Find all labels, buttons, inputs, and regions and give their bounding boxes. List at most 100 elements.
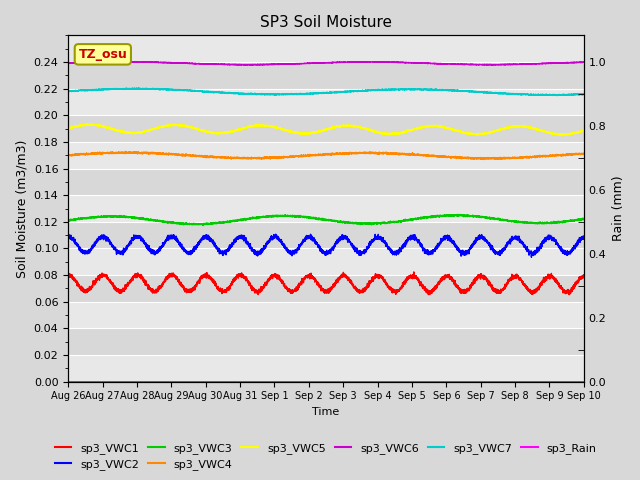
- sp3_VWC2: [471, 238, 479, 243]
- sp3_VWC4: [307, 152, 314, 158]
- Title: SP3 Soil Moisture: SP3 Soil Moisture: [260, 15, 392, 30]
- Bar: [68, 222, 584, 249]
- sp3_VWC5: [83, 120, 91, 126]
- Text: TZ_osu: TZ_osu: [79, 48, 127, 61]
- sp3_VWC3: [471, 213, 479, 219]
- Bar: [68, 89, 584, 115]
- sp3_VWC6: [307, 60, 314, 66]
- sp3_VWC1: [157, 285, 164, 290]
- Line: sp3_VWC1: sp3_VWC1: [68, 272, 584, 295]
- sp3_VWC5: [579, 127, 587, 133]
- sp3_VWC1: [413, 276, 420, 282]
- Bar: [68, 328, 584, 355]
- sp3_VWC2: [442, 235, 449, 241]
- Bar: [68, 195, 584, 222]
- sp3_Rain: [470, 379, 478, 384]
- sp3_VWC1: [579, 272, 587, 278]
- sp3_Rain: [64, 379, 72, 384]
- sp3_VWC5: [580, 128, 588, 134]
- sp3_VWC3: [157, 217, 164, 223]
- sp3_VWC7: [553, 93, 561, 98]
- sp3_VWC3: [199, 223, 207, 228]
- sp3_VWC4: [579, 151, 587, 157]
- sp3_VWC1: [307, 274, 314, 279]
- sp3_VWC6: [64, 60, 72, 66]
- sp3_Rain: [413, 379, 420, 384]
- sp3_VWC2: [64, 234, 72, 240]
- Bar: [68, 115, 584, 142]
- Bar: [68, 302, 584, 328]
- sp3_VWC7: [471, 89, 479, 95]
- sp3_VWC5: [442, 125, 449, 131]
- sp3_VWC4: [480, 156, 488, 162]
- sp3_VWC6: [442, 61, 449, 67]
- Line: sp3_VWC6: sp3_VWC6: [68, 61, 584, 65]
- sp3_Rain: [580, 379, 588, 384]
- sp3_Rain: [442, 379, 449, 384]
- sp3_VWC5: [471, 131, 479, 137]
- sp3_VWC6: [413, 60, 420, 66]
- sp3_VWC1: [64, 272, 72, 277]
- sp3_VWC2: [157, 244, 164, 250]
- sp3_VWC3: [580, 216, 588, 222]
- Line: sp3_VWC7: sp3_VWC7: [68, 88, 584, 96]
- sp3_Rain: [307, 379, 314, 384]
- sp3_VWC4: [580, 151, 588, 157]
- sp3_VWC4: [471, 155, 479, 161]
- sp3_VWC1: [442, 274, 449, 280]
- sp3_VWC6: [580, 60, 588, 65]
- sp3_VWC6: [483, 62, 490, 68]
- sp3_VWC2: [307, 231, 314, 237]
- sp3_VWC4: [157, 150, 164, 156]
- Bar: [68, 168, 584, 195]
- sp3_VWC3: [64, 217, 72, 223]
- Line: sp3_VWC2: sp3_VWC2: [68, 234, 584, 257]
- Bar: [68, 249, 584, 275]
- sp3_VWC7: [413, 86, 420, 92]
- sp3_VWC7: [134, 85, 142, 91]
- sp3_VWC2: [527, 254, 535, 260]
- sp3_VWC3: [442, 213, 449, 219]
- sp3_VWC7: [442, 87, 449, 93]
- sp3_VWC3: [454, 211, 462, 217]
- sp3_VWC4: [122, 148, 130, 154]
- sp3_VWC4: [64, 152, 72, 158]
- sp3_VWC7: [157, 86, 164, 92]
- sp3_VWC2: [413, 236, 420, 242]
- Line: sp3_VWC3: sp3_VWC3: [68, 214, 584, 226]
- sp3_VWC6: [471, 61, 479, 67]
- Line: sp3_VWC5: sp3_VWC5: [68, 123, 584, 136]
- Bar: [68, 355, 584, 382]
- sp3_VWC7: [580, 91, 588, 97]
- sp3_VWC6: [157, 60, 164, 65]
- sp3_VWC5: [64, 126, 72, 132]
- sp3_VWC5: [413, 126, 420, 132]
- sp3_VWC5: [307, 131, 314, 136]
- sp3_VWC4: [413, 152, 420, 158]
- sp3_VWC5: [157, 125, 164, 131]
- sp3_VWC3: [413, 216, 420, 222]
- sp3_VWC7: [307, 91, 314, 96]
- Y-axis label: Soil Moisture (m3/m3): Soil Moisture (m3/m3): [15, 139, 28, 278]
- sp3_VWC1: [580, 274, 588, 279]
- sp3_VWC1: [410, 269, 418, 275]
- sp3_VWC1: [471, 281, 479, 287]
- Bar: [68, 62, 584, 89]
- sp3_VWC1: [424, 292, 432, 298]
- sp3_VWC3: [307, 215, 314, 220]
- sp3_VWC6: [579, 60, 587, 65]
- sp3_VWC2: [579, 236, 587, 242]
- sp3_Rain: [157, 379, 164, 384]
- Bar: [68, 275, 584, 302]
- Line: sp3_VWC4: sp3_VWC4: [68, 151, 584, 159]
- sp3_Rain: [579, 379, 587, 384]
- Y-axis label: Rain (mm): Rain (mm): [612, 176, 625, 241]
- sp3_VWC6: [372, 59, 380, 64]
- sp3_VWC2: [580, 235, 588, 241]
- X-axis label: Time: Time: [312, 407, 340, 417]
- Legend: sp3_VWC1, sp3_VWC2, sp3_VWC3, sp3_VWC4, sp3_VWC5, sp3_VWC6, sp3_VWC7, sp3_Rain: sp3_VWC1, sp3_VWC2, sp3_VWC3, sp3_VWC4, …: [51, 438, 601, 474]
- Bar: [68, 142, 584, 168]
- sp3_VWC2: [272, 231, 280, 237]
- sp3_VWC3: [579, 216, 587, 222]
- sp3_VWC4: [442, 154, 449, 160]
